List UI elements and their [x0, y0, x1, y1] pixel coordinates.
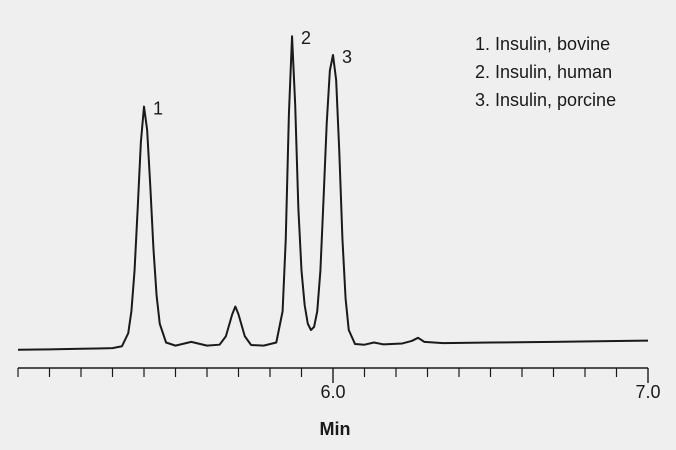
x-tick-label: 6.0 — [320, 382, 345, 402]
trace — [17, 35, 649, 351]
x-axis-label: Min — [320, 419, 351, 439]
peak-label: 2 — [301, 28, 311, 48]
legend-entry: 1. Insulin, bovine — [475, 34, 610, 54]
legend-entry: 2. Insulin, human — [475, 62, 612, 82]
x-tick-label: 7.0 — [635, 382, 660, 402]
legend-entry: 3. Insulin, porcine — [475, 90, 616, 110]
peak-label: 1 — [153, 98, 163, 118]
peak-label: 3 — [342, 47, 352, 67]
